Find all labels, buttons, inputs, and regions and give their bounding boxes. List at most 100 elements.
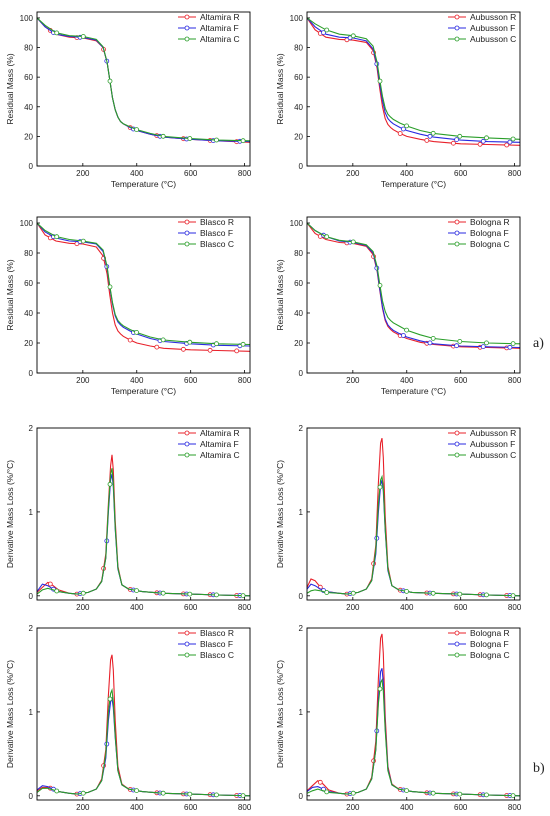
series-marker (214, 341, 219, 347)
x-tick-label: 600 (454, 803, 468, 812)
series-marker (510, 136, 516, 142)
series-line-1 (307, 668, 520, 797)
series-marker (54, 788, 60, 794)
legend-label: Blasco R (200, 217, 234, 227)
legend-label: Blasco F (200, 639, 233, 649)
series-marker (107, 78, 113, 84)
x-axis-title: Temperature (°C) (381, 179, 446, 189)
series-marker (427, 340, 433, 346)
x-tick-label: 600 (184, 803, 198, 812)
legend-label: Blasco C (200, 650, 234, 660)
series-marker (457, 791, 463, 797)
series-marker (107, 481, 113, 487)
series-line-2 (37, 687, 250, 797)
series-marker (214, 592, 219, 598)
legend-marker (184, 652, 190, 658)
chart-panel-4: 200 400 600 800 0 1 2 Derivative Mass Loss (%/°… (5, 424, 252, 612)
x-tick-label: 200 (76, 169, 90, 178)
plot-frame (36, 627, 251, 801)
x-tick-label: 800 (508, 803, 522, 812)
series-marker (54, 30, 60, 36)
series-marker (510, 341, 516, 347)
series-marker (457, 133, 463, 139)
x-tick-label: 600 (454, 376, 468, 385)
legend-label: Aubusson C (470, 450, 516, 460)
x-tick-label: 200 (76, 603, 90, 612)
x-tick-label: 800 (238, 603, 252, 612)
chart-panel-3: 200 400 600 800 0 20 40 60 80 100 Temperature (°C)… (275, 216, 522, 396)
x-tick-label: 200 (346, 169, 360, 178)
x-tick-label: 400 (130, 169, 144, 178)
series-marker (427, 133, 433, 139)
series-marker (504, 142, 510, 148)
y-tick-label: 20 (24, 132, 33, 141)
panel-label-a: a) (533, 336, 544, 351)
series-marker (480, 138, 486, 144)
series-marker (321, 30, 326, 35)
legend-label: Aubusson F (470, 439, 515, 449)
series-marker (480, 344, 486, 350)
series-line-0 (307, 17, 520, 146)
series-marker (107, 696, 113, 702)
y-tick-label: 0 (299, 592, 304, 601)
x-tick-label: 800 (508, 169, 522, 178)
y-tick-label: 40 (24, 103, 33, 112)
plot-frame (36, 427, 251, 601)
x-axis-title: Temperature (°C) (381, 386, 446, 396)
series-marker (430, 335, 436, 341)
y-tick-label: 100 (20, 219, 34, 228)
series-marker (240, 593, 246, 598)
series-marker (477, 141, 483, 147)
series-line-0 (37, 222, 250, 352)
series-marker (404, 123, 410, 129)
series-marker (400, 126, 406, 132)
series-marker (510, 593, 516, 598)
legend-label: Bologna R (470, 628, 510, 638)
legend-marker (454, 219, 460, 225)
y-tick-label: 0 (299, 792, 304, 801)
legend-label: Altamira R (200, 428, 240, 438)
legend-label: Blasco F (200, 228, 233, 238)
legend-marker (184, 219, 190, 225)
y-tick-label: 0 (29, 369, 34, 378)
y-tick-label: 20 (294, 339, 303, 348)
y-tick-label: 1 (29, 508, 34, 517)
y-axis-title: Residual Mass (%) (5, 259, 15, 330)
y-tick-label: 80 (24, 44, 33, 53)
y-tick-label: 1 (299, 708, 304, 717)
x-tick-label: 400 (130, 803, 144, 812)
y-tick-label: 20 (24, 339, 33, 348)
series-marker (484, 135, 489, 141)
series-line-2 (307, 17, 520, 140)
chart-panel-6: 200 400 600 800 0 1 2 Derivative Mass Loss (%/°… (5, 624, 252, 812)
series-marker (400, 333, 406, 338)
y-tick-label: 1 (29, 708, 34, 717)
series-marker (350, 239, 356, 245)
series-marker (317, 779, 323, 785)
chart-panel-5: 200 400 600 800 0 1 2 Derivative Mass Loss (%/°… (275, 424, 522, 612)
series-line-1 (37, 696, 250, 797)
series-marker (214, 792, 219, 798)
series-marker (214, 137, 219, 143)
series-line-1 (307, 479, 520, 597)
x-tick-label: 200 (346, 376, 360, 385)
series-marker (240, 793, 246, 798)
series-marker (377, 78, 383, 84)
legend-marker (454, 430, 460, 436)
series-marker (240, 341, 246, 347)
legend-label: Bologna C (470, 650, 510, 660)
x-tick-label: 200 (76, 803, 90, 812)
series-marker (350, 790, 356, 796)
y-tick-label: 80 (294, 249, 303, 258)
y-tick-label: 60 (294, 279, 303, 288)
series-marker (187, 136, 193, 141)
x-tick-label: 200 (346, 603, 360, 612)
legend-marker (454, 36, 460, 42)
y-tick-label: 0 (29, 792, 34, 801)
series-marker (484, 592, 489, 598)
legend-marker (184, 230, 190, 236)
x-tick-label: 800 (238, 376, 252, 385)
legend-label: Bologna C (470, 239, 510, 249)
legend-marker (184, 630, 190, 636)
legend-label: Bologna F (470, 639, 509, 649)
